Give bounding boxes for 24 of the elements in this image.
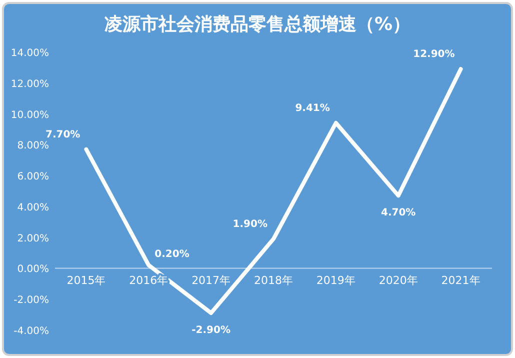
x-tick-label: 2018年 — [254, 274, 293, 288]
x-tick-label: 2019年 — [316, 274, 356, 288]
y-tick-label: -4.00% — [14, 326, 49, 337]
x-tick-label: 2017年 — [192, 274, 231, 288]
data-label: 0.20% — [154, 249, 190, 260]
y-tick-label: 4.00% — [17, 202, 49, 214]
y-tick-label: 8.00% — [17, 140, 49, 152]
y-tick-label: 2.00% — [17, 233, 49, 244]
data-label: 4.70% — [381, 208, 416, 219]
x-tick-label: 2015年 — [66, 274, 106, 288]
y-tick-label: -2.00% — [14, 295, 49, 306]
chart-title: 凌源市社会消费品零售总额增速（%） — [104, 14, 411, 35]
y-tick-label: 10.00% — [10, 110, 49, 121]
data-label: 9.41% — [295, 102, 330, 114]
data-label: 1.90% — [232, 218, 268, 230]
y-tick-label: 6.00% — [17, 172, 49, 183]
y-tick-label: 14.00% — [10, 48, 49, 59]
data-label: 12.90% — [413, 48, 455, 60]
data-label: -2.90% — [192, 325, 230, 336]
x-tick-label: 2020年 — [378, 274, 418, 288]
data-label: 7.70% — [46, 129, 80, 140]
y-tick-label: 12.00% — [10, 78, 49, 90]
y-tick-label: 0.00% — [17, 264, 49, 276]
x-tick-label: 2021年 — [441, 274, 480, 288]
